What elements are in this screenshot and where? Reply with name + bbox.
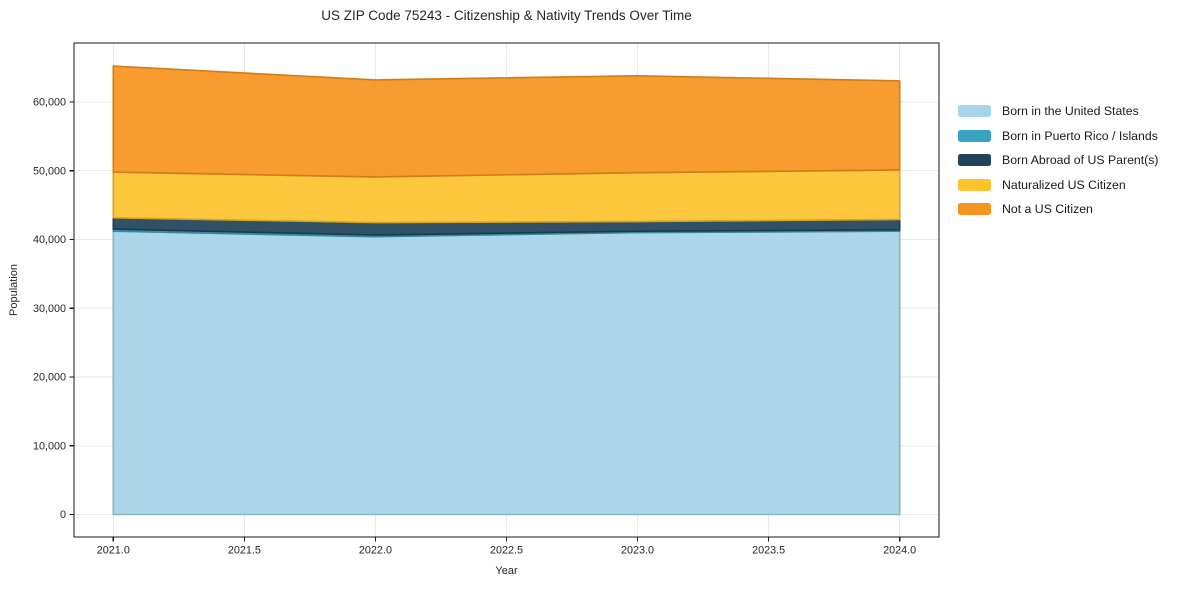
x-tick-label: 2021.5 [228, 545, 261, 557]
x-axis-label: Year [495, 565, 518, 577]
legend-label: Not a US Citizen [1002, 202, 1093, 216]
legend-item: Born Abroad of US Parent(s) [958, 153, 1159, 167]
legend-label: Born in the United States [1002, 104, 1139, 118]
area-born-in-the-united-states [112, 230, 901, 516]
legend-swatch [958, 203, 991, 215]
legend-item: Born in Puerto Rico / Islands [958, 129, 1159, 143]
y-tick-label: 60,000 [33, 97, 66, 109]
y-tick-label: 40,000 [33, 234, 66, 246]
y-axis-label: Population [8, 264, 20, 316]
legend: Born in the United States Born in Puerto … [958, 104, 1159, 216]
x-tick-label: 2023.0 [621, 545, 654, 557]
legend-swatch [958, 154, 991, 166]
y-tick-label: 30,000 [33, 303, 66, 315]
legend-item: Not a US Citizen [958, 202, 1159, 216]
x-tick-label: 2022.5 [490, 545, 523, 557]
x-tick-label: 2022.0 [359, 545, 392, 557]
legend-item: Naturalized US Citizen [958, 178, 1159, 192]
legend-swatch [958, 105, 991, 117]
y-tick-label: 50,000 [33, 165, 66, 177]
y-tick-label: 0 [60, 509, 66, 521]
chart-title: US ZIP Code 75243 - Citizenship & Nativi… [321, 8, 692, 23]
area-not-a-us-citizen [112, 65, 901, 178]
tick-marks [69, 101, 901, 542]
y-tick-label: 20,000 [33, 372, 66, 384]
y-tick-label: 10,000 [33, 440, 66, 452]
x-tick-label: 2023.5 [752, 545, 785, 557]
x-tick-label: 2024.0 [883, 545, 916, 557]
legend-swatch [958, 129, 991, 142]
legend-label: Naturalized US Citizen [1002, 177, 1126, 192]
legend-label: Born in Puerto Rico / Islands [1002, 128, 1158, 143]
legend-swatch [958, 178, 991, 191]
area-naturalized-us-citizen [112, 169, 901, 224]
legend-label: Born Abroad of US Parent(s) [1002, 153, 1159, 167]
legend-item: Born in the United States [958, 104, 1159, 118]
x-tick-label: 2021.0 [97, 545, 130, 557]
